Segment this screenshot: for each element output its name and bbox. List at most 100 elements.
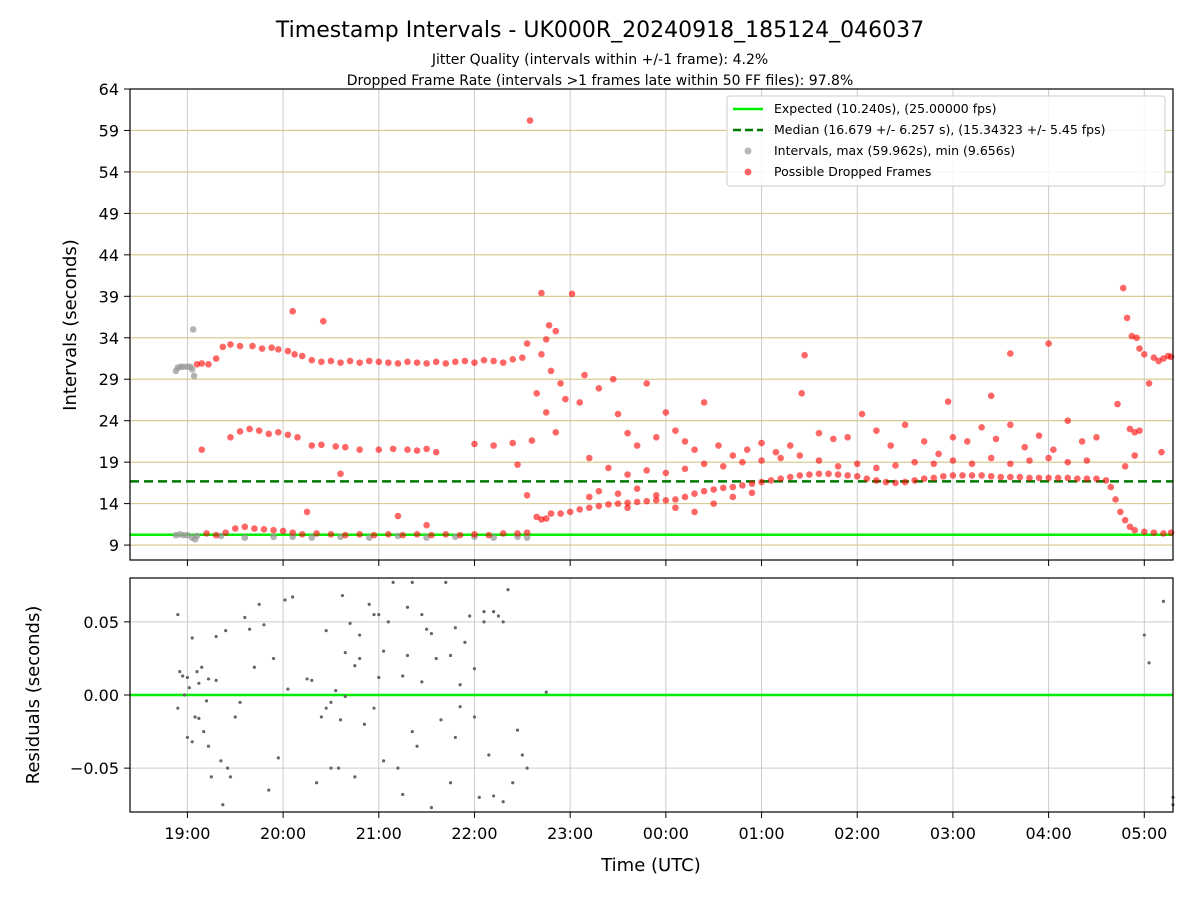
- residual-point: [248, 627, 252, 631]
- intervals-plot-frame: [129, 88, 1174, 561]
- dropped-frame-point: [241, 523, 249, 531]
- dropped-frame-point: [1007, 473, 1014, 481]
- intervals-ylabel: Intervals (seconds): [60, 239, 81, 411]
- dropped-frame-point: [796, 452, 804, 459]
- dropped-frame-point: [337, 470, 344, 478]
- dropped-frame-point: [834, 462, 842, 470]
- residual-point: [410, 580, 414, 584]
- dropped-frame-point: [920, 438, 928, 445]
- dropped-frame-point: [1133, 334, 1140, 342]
- residual-point: [286, 687, 290, 691]
- dropped-frame-point: [365, 357, 373, 365]
- dropped-frame-point: [212, 531, 220, 539]
- dropped-frame-point: [356, 530, 363, 538]
- intervals-y-tick-label: 64: [99, 80, 119, 99]
- residual-point: [496, 614, 500, 618]
- residual-point: [520, 753, 524, 757]
- dropped-frame-point: [662, 496, 670, 504]
- dropped-frame-point: [432, 448, 440, 456]
- residual-point: [193, 715, 197, 719]
- residuals-y-tick-label: 0.00: [83, 686, 119, 705]
- dropped-frame-point: [586, 454, 593, 462]
- dropped-frame-point: [777, 475, 784, 483]
- dropped-frame-point: [461, 357, 469, 365]
- residual-point: [362, 722, 367, 726]
- dropped-frame-point: [633, 442, 641, 449]
- residual-point: [434, 656, 438, 661]
- dropped-frame-point: [691, 490, 698, 497]
- dropped-frame-point: [1064, 458, 1072, 466]
- dropped-frame-point: [514, 530, 521, 537]
- dropped-frame-point: [830, 435, 837, 443]
- residual-point: [305, 677, 309, 681]
- dropped-frame-point: [1050, 446, 1057, 454]
- dropped-frame-point: [557, 510, 564, 517]
- dropped-frame-point: [887, 442, 895, 449]
- dropped-frame-point: [346, 357, 354, 365]
- dropped-frame-point: [949, 457, 957, 464]
- residual-point: [525, 766, 529, 770]
- dropped-frame-point: [413, 530, 421, 538]
- dropped-frame-point: [1140, 528, 1148, 536]
- dropped-frame-point: [528, 437, 536, 444]
- dropped-frame-point: [236, 342, 244, 350]
- dropped-frame-point: [268, 344, 275, 352]
- dropped-frame-point: [643, 380, 651, 387]
- chart-title: Timestamp Intervals - UK000R_20240918_18…: [275, 18, 924, 43]
- residual-point: [337, 766, 341, 770]
- residual-point: [243, 615, 247, 620]
- residual-point: [291, 595, 295, 599]
- dropped-frame-point: [356, 359, 363, 366]
- dropped-frame-point: [1045, 474, 1052, 482]
- residual-point: [182, 693, 187, 697]
- dropped-frame-point: [538, 351, 545, 358]
- x-tick-label: 01:00: [738, 824, 784, 843]
- residual-point: [267, 788, 271, 792]
- intervals-y-tick-label: 29: [99, 370, 119, 389]
- dropped-frame-point: [968, 472, 976, 479]
- dropped-frame-point: [523, 529, 531, 536]
- residual-point: [358, 656, 362, 661]
- legend-intervals-swatch: [744, 147, 752, 155]
- dropped-frame-point: [490, 357, 497, 365]
- dropped-frame-point: [298, 352, 306, 360]
- dropped-frame-point: [275, 428, 282, 436]
- dropped-frame-point: [978, 472, 985, 479]
- interval-point: [193, 532, 201, 540]
- dropped-frame-point: [471, 359, 478, 366]
- intervals-y-tick-label: 9: [109, 536, 119, 555]
- residual-point: [377, 612, 381, 617]
- residual-point: [262, 623, 266, 627]
- dropped-frame-point: [576, 506, 584, 513]
- residual-point: [178, 670, 182, 674]
- dropped-frame-point: [786, 473, 794, 481]
- dropped-frame-point: [729, 493, 737, 501]
- dropped-frame-point: [1078, 438, 1086, 445]
- dropped-frame-point: [471, 530, 478, 538]
- dropped-frame-point: [370, 531, 378, 539]
- dropped-frame-point: [1045, 454, 1052, 462]
- intervals-y-tick-label: 49: [99, 204, 119, 223]
- dropped-frame-point: [1007, 350, 1014, 357]
- dropped-frame-point: [691, 508, 698, 516]
- dropped-frame-point: [605, 464, 612, 472]
- dropped-frame-point: [586, 493, 593, 501]
- dropped-frame-point: [514, 461, 521, 468]
- dropped-frame-point: [198, 360, 206, 367]
- dropped-frame-point: [968, 460, 976, 468]
- dropped-frame-point: [533, 390, 540, 397]
- dropped-frame-point: [772, 448, 780, 456]
- dropped-frame-point: [858, 410, 866, 418]
- dropped-frame-point: [882, 478, 890, 486]
- dropped-frame-point: [1016, 473, 1024, 481]
- dropped-frame-point: [748, 480, 756, 488]
- dropped-frame-point: [375, 358, 383, 366]
- dropped-frame-point: [545, 322, 553, 329]
- dropped-frame-point: [413, 359, 421, 366]
- residual-point: [214, 678, 218, 682]
- dropped-frame-point: [940, 472, 947, 480]
- residual-point: [425, 627, 429, 631]
- residual-point: [314, 781, 319, 785]
- x-tick-label: 23:00: [547, 824, 593, 843]
- intervals-points: [172, 117, 1175, 543]
